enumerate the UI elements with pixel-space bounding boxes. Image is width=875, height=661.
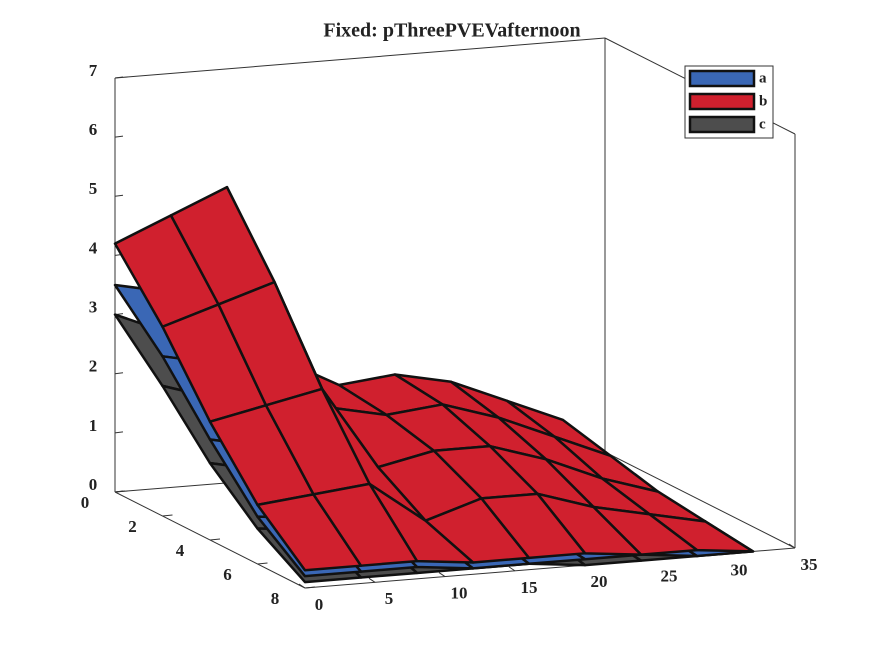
x-tick-label: 15 <box>521 578 538 597</box>
x-tick-label: 20 <box>591 572 608 591</box>
z-tick <box>114 372 124 375</box>
y-tick-label: 0 <box>81 493 90 512</box>
box-edge <box>604 451 796 549</box>
chart-title: Fixed: pThreePVEVafternoon <box>323 20 580 42</box>
box-edge <box>114 37 606 79</box>
y-tick <box>257 562 268 565</box>
y-tick-label: 4 <box>176 541 185 560</box>
x-tick <box>298 583 306 589</box>
z-tick <box>114 76 124 79</box>
legend-label: a <box>759 70 767 86</box>
legend-label: b <box>759 93 767 109</box>
x-tick-label: 25 <box>661 566 678 585</box>
surface-patch <box>480 492 587 560</box>
legend-label: c <box>759 116 766 132</box>
x-tick <box>508 566 516 572</box>
y-tick-label: 6 <box>223 565 232 584</box>
legend-swatch <box>688 69 756 88</box>
z-tick-label: 2 <box>89 357 98 376</box>
y-tick-label: 2 <box>128 517 137 536</box>
z-tick-label: 0 <box>89 475 98 494</box>
z-tick-label: 1 <box>89 416 98 435</box>
z-tick-label: 4 <box>89 238 98 257</box>
z-tick-label: 7 <box>89 61 98 80</box>
x-tick-label: 35 <box>801 555 818 574</box>
y-tick-label: 8 <box>271 589 280 608</box>
z-tick <box>114 431 124 434</box>
y-tick <box>162 514 173 517</box>
x-tick <box>438 572 446 577</box>
legend-swatch <box>688 115 756 134</box>
z-tick-label: 5 <box>89 179 98 198</box>
z-tick-label: 3 <box>89 297 98 316</box>
x-tick-label: 0 <box>315 595 324 614</box>
x-tick-label: 5 <box>385 589 394 608</box>
x-tick-label: 10 <box>451 583 468 602</box>
x-tick-label: 30 <box>731 561 748 580</box>
x-tick <box>368 577 376 583</box>
z-tick <box>114 194 124 197</box>
x-tick <box>788 543 796 549</box>
y-tick <box>114 490 126 493</box>
z-tick-label: 6 <box>89 120 98 139</box>
y-tick <box>304 586 316 589</box>
surface-patch <box>312 482 419 567</box>
z-tick <box>114 135 124 138</box>
legend-swatch <box>688 92 756 111</box>
y-tick <box>209 538 221 541</box>
